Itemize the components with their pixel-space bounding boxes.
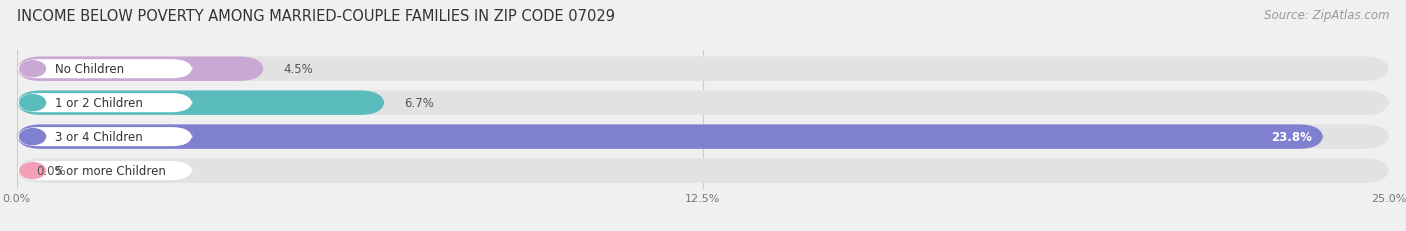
Text: 6.7%: 6.7% — [404, 97, 433, 110]
Text: 3 or 4 Children: 3 or 4 Children — [55, 131, 142, 143]
Text: No Children: No Children — [55, 63, 124, 76]
Circle shape — [20, 163, 45, 179]
Circle shape — [20, 95, 45, 111]
FancyBboxPatch shape — [17, 60, 193, 79]
Text: 1 or 2 Children: 1 or 2 Children — [55, 97, 143, 110]
FancyBboxPatch shape — [17, 57, 1389, 82]
FancyBboxPatch shape — [17, 159, 1389, 183]
Text: 23.8%: 23.8% — [1271, 131, 1312, 143]
Text: INCOME BELOW POVERTY AMONG MARRIED-COUPLE FAMILIES IN ZIP CODE 07029: INCOME BELOW POVERTY AMONG MARRIED-COUPL… — [17, 9, 614, 24]
Circle shape — [20, 129, 45, 145]
FancyBboxPatch shape — [17, 94, 193, 113]
FancyBboxPatch shape — [17, 125, 1323, 149]
FancyBboxPatch shape — [17, 128, 193, 146]
FancyBboxPatch shape — [17, 91, 1389, 116]
FancyBboxPatch shape — [17, 125, 1389, 149]
FancyBboxPatch shape — [17, 91, 385, 116]
Text: 5 or more Children: 5 or more Children — [55, 164, 166, 177]
Text: 0.0%: 0.0% — [37, 164, 66, 177]
Circle shape — [20, 61, 45, 77]
Text: 4.5%: 4.5% — [283, 63, 314, 76]
FancyBboxPatch shape — [17, 57, 264, 82]
FancyBboxPatch shape — [17, 161, 193, 180]
Text: Source: ZipAtlas.com: Source: ZipAtlas.com — [1264, 9, 1389, 22]
